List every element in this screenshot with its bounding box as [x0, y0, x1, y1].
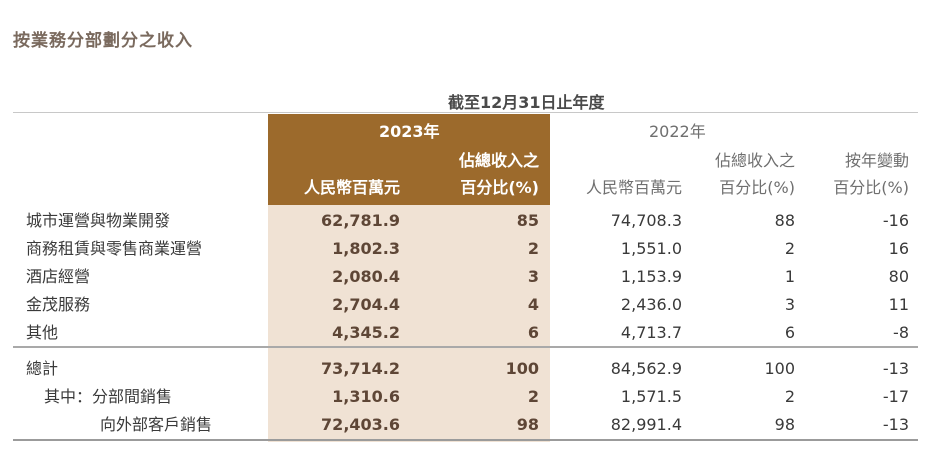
- cell-rev-2023: 73,714.2: [321, 359, 400, 378]
- cell-change: -13: [882, 359, 909, 378]
- cell-rev-2022: 84,562.9: [610, 359, 682, 378]
- cell-pct-2023: 100: [505, 359, 539, 378]
- table-top-rule: [13, 112, 918, 113]
- table-row: 向外部客戶銷售 72,403.6 98 82,991.4 98 -13: [0, 412, 946, 439]
- cell-rev-2023: 1,310.6: [332, 387, 400, 406]
- header-change-line1: 按年變動: [844, 151, 909, 170]
- cell-rev-2022: 1,153.9: [620, 267, 682, 286]
- table-row: 金茂服務 2,704.4 4 2,436.0 3 11: [0, 292, 946, 319]
- cell-change: -13: [882, 415, 909, 434]
- cell-pct-2023: 3: [527, 267, 539, 286]
- table-caption: 截至12月31日止年度: [448, 93, 605, 112]
- row-label: 其他: [26, 323, 59, 342]
- cell-change: 80: [888, 267, 909, 286]
- cell-change: 16: [888, 239, 909, 258]
- cell-pct-2023: 2: [527, 387, 539, 406]
- header-2023-share-line2: 百分比(%): [460, 178, 539, 197]
- cell-rev-2023: 2,704.4: [332, 295, 400, 314]
- header-change-line2: 百分比(%): [833, 178, 909, 197]
- table-bottom-rule: [13, 439, 918, 441]
- row-label: 向外部客戶銷售: [100, 415, 213, 434]
- highlight-header-2023: [268, 114, 550, 205]
- row-label: 商務租賃與零售商業運營: [26, 239, 203, 258]
- cell-rev-2022: 82,991.4: [610, 415, 682, 434]
- table-row: 城市運營與物業開發 62,781.9 85 74,708.3 88 -16: [0, 208, 946, 235]
- cell-rev-2023: 62,781.9: [321, 211, 400, 230]
- cell-pct-2022: 6: [784, 323, 795, 342]
- cell-pct-2022: 100: [764, 359, 795, 378]
- cell-pct-2022: 2: [784, 387, 795, 406]
- cell-pct-2022: 1: [784, 267, 795, 286]
- cell-rev-2022: 74,708.3: [610, 211, 682, 230]
- cell-rev-2023: 4,345.2: [332, 323, 400, 342]
- row-label: 酒店經營: [26, 267, 91, 286]
- cell-rev-2022: 1,551.0: [620, 239, 682, 258]
- header-2022-rmb: 人民幣百萬元: [585, 178, 682, 197]
- row-label: 總計: [26, 359, 59, 378]
- cell-rev-2023: 2,080.4: [332, 267, 400, 286]
- subtotal-rule: [13, 346, 918, 348]
- cell-rev-2022: 2,436.0: [620, 295, 682, 314]
- cell-pct-2022: 98: [774, 415, 795, 434]
- row-label: 其中：分部間銷售: [44, 387, 173, 406]
- cell-change: -16: [882, 211, 909, 230]
- cell-rev-2022: 4,713.7: [620, 323, 682, 342]
- cell-change: 11: [888, 295, 909, 314]
- cell-pct-2022: 88: [774, 211, 795, 230]
- table-row: 商務租賃與零售商業運營 1,802.3 2 1,551.0 2 16: [0, 236, 946, 263]
- header-2023-rmb: 人民幣百萬元: [303, 178, 400, 197]
- cell-pct-2023: 98: [516, 415, 539, 434]
- row-label: 金茂服務: [26, 295, 91, 314]
- table-row: 酒店經營 2,080.4 3 1,153.9 1 80: [0, 264, 946, 291]
- row-label: 城市運營與物業開發: [26, 211, 171, 230]
- cell-rev-2023: 72,403.6: [321, 415, 400, 434]
- cell-rev-2023: 1,802.3: [332, 239, 400, 258]
- header-2022-share-line1: 佔總收入之: [714, 151, 795, 170]
- cell-pct-2023: 85: [516, 211, 539, 230]
- header-2023-share-line1: 佔總收入之: [458, 151, 539, 170]
- cell-change: -17: [882, 387, 909, 406]
- table-row-total: 總計 73,714.2 100 84,562.9 100 -13: [0, 356, 946, 383]
- page-title: 按業務分部劃分之收入: [13, 31, 193, 51]
- cell-pct-2023: 4: [527, 295, 539, 314]
- cell-pct-2022: 3: [784, 295, 795, 314]
- header-2022-share-line2: 百分比(%): [719, 178, 795, 197]
- cell-pct-2022: 2: [784, 239, 795, 258]
- highlight-body-2023: [268, 205, 550, 442]
- cell-pct-2023: 6: [527, 323, 539, 342]
- header-year-2023: 2023年: [379, 122, 440, 141]
- table-row: 其他 4,345.2 6 4,713.7 6 -8: [0, 320, 946, 347]
- cell-rev-2022: 1,571.5: [620, 387, 682, 406]
- header-year-2022: 2022年: [649, 122, 706, 141]
- cell-pct-2023: 2: [527, 239, 539, 258]
- table-row: 其中：分部間銷售 1,310.6 2 1,571.5 2 -17: [0, 384, 946, 411]
- cell-change: -8: [893, 323, 909, 342]
